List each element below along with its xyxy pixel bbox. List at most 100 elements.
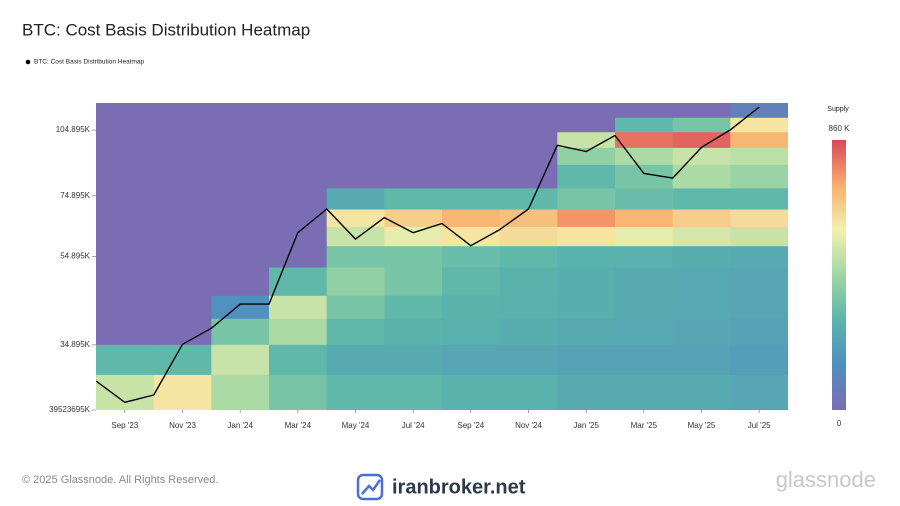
heatmap-cell bbox=[615, 117, 674, 133]
heatmap-cell bbox=[153, 267, 212, 296]
heatmap-cell bbox=[730, 344, 788, 375]
heatmap-cell bbox=[269, 164, 328, 189]
heatmap-cell bbox=[615, 245, 674, 268]
heatmap-cell bbox=[211, 103, 270, 118]
heatmap-cell bbox=[442, 147, 501, 165]
heatmap-cell bbox=[96, 374, 155, 410]
heatmap-cell bbox=[326, 103, 385, 118]
heatmap-cell bbox=[211, 147, 270, 165]
heatmap-cell bbox=[615, 226, 674, 247]
heatmap-cell bbox=[96, 318, 155, 345]
heatmap-cell bbox=[153, 318, 212, 345]
heatmap-cell bbox=[326, 131, 385, 148]
heatmap-cell bbox=[96, 344, 155, 375]
heatmap-cell bbox=[384, 267, 443, 296]
heatmap-cell bbox=[442, 374, 501, 410]
heatmap-cell bbox=[672, 245, 731, 268]
heatmap-cell bbox=[499, 103, 558, 118]
heatmap-cell bbox=[384, 226, 443, 247]
heatmap-cell bbox=[672, 131, 731, 148]
heatmap bbox=[96, 103, 788, 410]
colorbar-tick-label: 0 bbox=[837, 419, 842, 428]
x-tick-label: Sep '24 bbox=[457, 421, 484, 430]
heatmap-cell bbox=[269, 374, 328, 410]
heatmap-cell bbox=[326, 147, 385, 165]
x-tick-label: May '25 bbox=[688, 421, 716, 430]
heatmap-cell bbox=[384, 117, 443, 133]
heatmap-cell bbox=[730, 187, 788, 210]
heatmap-cell bbox=[211, 344, 270, 375]
heatmap-cell bbox=[96, 117, 155, 133]
heatmap-cell bbox=[442, 245, 501, 268]
heatmap-cell bbox=[384, 295, 443, 319]
x-tick-label: Jul '25 bbox=[748, 421, 771, 430]
legend-label: BTC: Cost Basis Distribution Heatmap bbox=[34, 59, 145, 66]
heatmap-cell bbox=[615, 209, 674, 228]
copyright: © 2025 Glassnode. All Rights Reserved. bbox=[22, 474, 218, 486]
heatmap-cell bbox=[442, 295, 501, 319]
heatmap-cell bbox=[326, 209, 385, 228]
heatmap-cell bbox=[326, 245, 385, 268]
heatmap-cell bbox=[557, 318, 616, 345]
heatmap-cell bbox=[615, 103, 674, 118]
heatmap-cell bbox=[326, 164, 385, 189]
heatmap-cell bbox=[499, 245, 558, 268]
heatmap-cell bbox=[211, 226, 270, 247]
x-tick-label: Sep '23 bbox=[111, 421, 138, 430]
chart-title: BTC: Cost Basis Distribution Heatmap bbox=[22, 20, 310, 39]
colorbar-scale bbox=[832, 140, 846, 410]
heatmap-cell bbox=[96, 295, 155, 319]
heatmap-cell bbox=[499, 295, 558, 319]
heatmap-cell bbox=[557, 209, 616, 228]
heatmap-cell bbox=[384, 187, 443, 210]
heatmap-cell bbox=[96, 187, 155, 210]
heatmap-cell bbox=[211, 164, 270, 189]
heatmap-cell bbox=[442, 117, 501, 133]
heatmap-cell bbox=[557, 187, 616, 210]
price-line bbox=[96, 106, 760, 403]
heatmap-cell bbox=[557, 147, 616, 165]
heatmap-cell bbox=[153, 344, 212, 375]
heatmap-cell bbox=[211, 374, 270, 410]
heatmap-cell bbox=[730, 374, 788, 410]
x-tick-label: Mar '25 bbox=[631, 421, 658, 430]
x-tick-label: May '24 bbox=[342, 421, 370, 430]
heatmap-cell bbox=[615, 295, 674, 319]
heatmap-cell bbox=[384, 164, 443, 189]
heatmap-cell bbox=[615, 318, 674, 345]
heatmap-cell bbox=[499, 374, 558, 410]
heatmap-cell bbox=[211, 187, 270, 210]
heatmap-cell bbox=[672, 318, 731, 345]
axes: 39523695K 34.895K 54.895K 74.895K 104.895K Se… bbox=[49, 125, 771, 430]
heatmap-cell bbox=[384, 147, 443, 165]
heatmap-cell bbox=[499, 131, 558, 148]
heatmap-cell bbox=[326, 117, 385, 133]
heatmap-cell bbox=[672, 295, 731, 319]
colorbar-title: Supply bbox=[827, 106, 849, 113]
heatmap-cell bbox=[442, 131, 501, 148]
watermark: iranbroker.net bbox=[392, 476, 526, 498]
heatmap-cell bbox=[442, 209, 501, 228]
heatmap-cell bbox=[557, 374, 616, 410]
heatmap-cell bbox=[499, 209, 558, 228]
heatmap-cell bbox=[442, 187, 501, 210]
heatmap-cell bbox=[499, 164, 558, 189]
heatmap-cell bbox=[730, 318, 788, 345]
heatmap-cell bbox=[326, 267, 385, 296]
heatmap-cell bbox=[96, 131, 155, 148]
heatmap-cell bbox=[211, 209, 270, 228]
heatmap-cell bbox=[153, 131, 212, 148]
heatmap-cell bbox=[672, 344, 731, 375]
heatmap-cell bbox=[615, 147, 674, 165]
heatmap-cell bbox=[730, 147, 788, 165]
y-tick-label: 34.895K bbox=[60, 340, 90, 349]
heatmap-cell bbox=[557, 295, 616, 319]
heatmap-cell bbox=[730, 226, 788, 247]
heatmap-cell bbox=[326, 318, 385, 345]
heatmap-cell bbox=[615, 131, 674, 148]
heatmap-cell bbox=[615, 344, 674, 375]
heatmap-cell bbox=[96, 267, 155, 296]
colorbar: 860 K 0 bbox=[829, 124, 851, 428]
heatmap-cell bbox=[499, 344, 558, 375]
heatmap-cell bbox=[442, 318, 501, 345]
